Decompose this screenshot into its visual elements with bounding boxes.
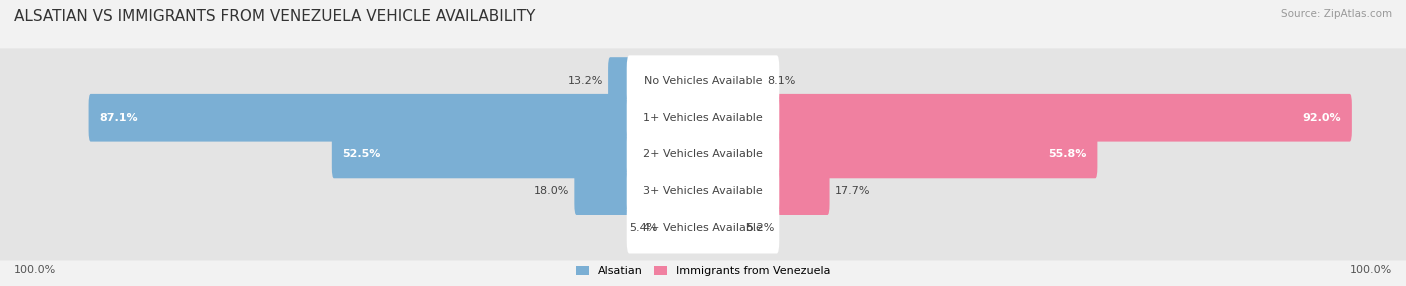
FancyBboxPatch shape — [664, 204, 706, 252]
Text: 4+ Vehicles Available: 4+ Vehicles Available — [643, 223, 763, 233]
Text: 3+ Vehicles Available: 3+ Vehicles Available — [643, 186, 763, 196]
Text: Source: ZipAtlas.com: Source: ZipAtlas.com — [1281, 9, 1392, 19]
FancyBboxPatch shape — [627, 92, 779, 144]
FancyBboxPatch shape — [0, 48, 1406, 114]
FancyBboxPatch shape — [0, 85, 1406, 150]
FancyBboxPatch shape — [627, 165, 779, 217]
FancyBboxPatch shape — [89, 94, 704, 142]
FancyBboxPatch shape — [700, 94, 1353, 142]
Text: 87.1%: 87.1% — [100, 113, 138, 123]
Text: 52.5%: 52.5% — [343, 150, 381, 159]
Text: 92.0%: 92.0% — [1303, 113, 1341, 123]
FancyBboxPatch shape — [700, 204, 742, 252]
Text: 13.2%: 13.2% — [568, 76, 603, 86]
FancyBboxPatch shape — [700, 57, 762, 105]
FancyBboxPatch shape — [627, 55, 779, 107]
FancyBboxPatch shape — [0, 195, 1406, 261]
FancyBboxPatch shape — [609, 57, 706, 105]
FancyBboxPatch shape — [627, 202, 779, 253]
Text: 17.7%: 17.7% — [835, 186, 870, 196]
Text: ALSATIAN VS IMMIGRANTS FROM VENEZUELA VEHICLE AVAILABILITY: ALSATIAN VS IMMIGRANTS FROM VENEZUELA VE… — [14, 9, 536, 23]
Text: 2+ Vehicles Available: 2+ Vehicles Available — [643, 150, 763, 159]
Text: 1+ Vehicles Available: 1+ Vehicles Available — [643, 113, 763, 123]
FancyBboxPatch shape — [332, 131, 706, 178]
FancyBboxPatch shape — [0, 158, 1406, 224]
FancyBboxPatch shape — [700, 167, 830, 215]
Text: 55.8%: 55.8% — [1049, 150, 1087, 159]
Text: 5.2%: 5.2% — [747, 223, 775, 233]
Text: No Vehicles Available: No Vehicles Available — [644, 76, 762, 86]
Text: 100.0%: 100.0% — [14, 265, 56, 275]
Legend: Alsatian, Immigrants from Venezuela: Alsatian, Immigrants from Venezuela — [571, 261, 835, 281]
Text: 100.0%: 100.0% — [1350, 265, 1392, 275]
FancyBboxPatch shape — [700, 131, 1098, 178]
FancyBboxPatch shape — [575, 167, 706, 215]
FancyBboxPatch shape — [0, 122, 1406, 187]
Text: 8.1%: 8.1% — [768, 76, 796, 86]
Text: 5.4%: 5.4% — [630, 223, 658, 233]
Text: 18.0%: 18.0% — [534, 186, 569, 196]
FancyBboxPatch shape — [627, 129, 779, 180]
